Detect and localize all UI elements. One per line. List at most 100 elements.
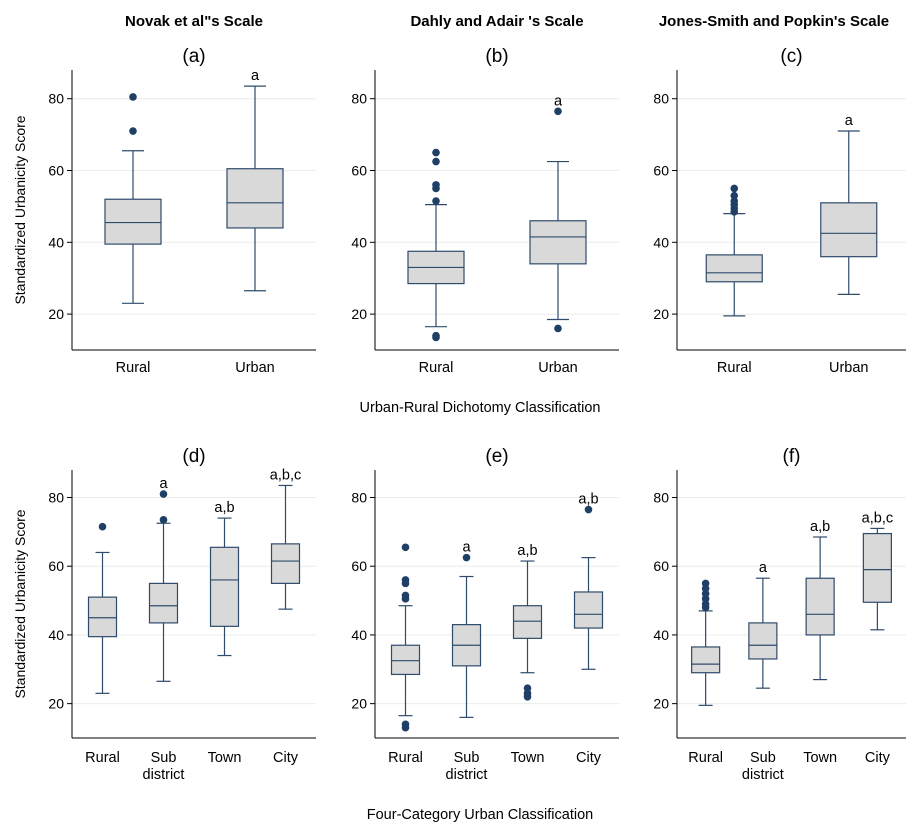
box-group: a (148, 476, 179, 682)
box (87, 596, 118, 638)
box (862, 532, 892, 603)
box-group: a (748, 560, 778, 689)
box-group: a,b,c (862, 510, 893, 631)
x-category-label: Urban (829, 360, 869, 376)
y-tick-label: 40 (48, 627, 64, 643)
outlier-point (401, 720, 410, 729)
x-category-label: City (273, 750, 299, 766)
y-axis-label: Standardized Urbanicity Score (12, 509, 28, 698)
box (529, 220, 587, 265)
x-category-label: Rural (688, 750, 723, 766)
panel-label: (a) (182, 46, 205, 67)
outlier-point (730, 191, 739, 200)
y-tick-label: 20 (351, 696, 367, 712)
y-tick-label: 80 (653, 489, 669, 505)
box-group: a,b (805, 519, 835, 681)
box-group: a,b,c (270, 467, 301, 610)
panel-b: (b) 20 40 60 80 Rural a Urban (351, 46, 619, 376)
outlier-point (554, 107, 562, 116)
x-category-label: district (742, 767, 784, 783)
significance-annotation: a,b (810, 519, 830, 535)
panel-label: (f) (783, 446, 801, 467)
box (512, 605, 543, 639)
y-tick-label: 20 (351, 306, 367, 322)
y-tick-label: 20 (48, 696, 64, 712)
outlier-point (401, 591, 410, 600)
x-category-label: City (576, 750, 602, 766)
y-tick-label: 60 (48, 558, 64, 574)
box-group (104, 93, 162, 304)
outlier-point (432, 181, 440, 189)
box-group: a (529, 93, 587, 333)
outlier-point (98, 522, 107, 531)
significance-annotation: a,b (214, 500, 234, 516)
y-tick-label: 80 (351, 489, 367, 505)
y-tick-label: 40 (351, 234, 367, 250)
significance-annotation: a (462, 540, 471, 556)
row-label-top: Urban-Rural Dichotomy Classification (360, 400, 601, 416)
box (691, 646, 721, 674)
y-tick-label: 60 (48, 163, 64, 179)
box-group: a (451, 540, 482, 718)
box-group (705, 184, 763, 317)
outlier-point (159, 490, 168, 498)
box-group: a,b (512, 543, 543, 701)
box-group (691, 579, 721, 706)
x-category-label: Rural (116, 360, 151, 376)
x-category-label: district (143, 767, 185, 783)
box-group (407, 148, 465, 342)
y-axis-label: Standardized Urbanicity Score (12, 115, 28, 304)
box (805, 577, 835, 636)
significance-annotation: a,b (578, 492, 598, 508)
box (748, 622, 778, 660)
y-tick-label: 80 (48, 91, 64, 107)
y-tick-label: 80 (48, 489, 64, 505)
outlier-point (401, 543, 410, 552)
x-category-label: Urban (538, 360, 578, 376)
col-title-c: Jones-Smith and Popkin's Scale (659, 13, 889, 30)
box-group (87, 522, 118, 694)
x-category-label: Rural (717, 360, 752, 376)
y-tick-label: 60 (351, 163, 367, 179)
significance-annotation: a (159, 476, 168, 492)
y-tick-label: 20 (653, 306, 669, 322)
outlier-point (401, 576, 410, 584)
x-category-label: district (446, 767, 488, 783)
x-category-label: Rural (419, 360, 454, 376)
significance-annotation: a (759, 560, 768, 576)
col-title-a: Novak et al"s Scale (125, 13, 263, 30)
y-tick-label: 60 (351, 558, 367, 574)
x-category-label: City (865, 750, 891, 766)
col-title-b: Dahly and Adair 's Scale (410, 13, 583, 30)
outlier-point (554, 324, 562, 333)
y-tick-label: 40 (48, 234, 64, 250)
outlier-point (432, 148, 440, 157)
significance-annotation: a,b (517, 543, 537, 559)
outlier-point (432, 157, 440, 166)
y-tick-label: 40 (351, 627, 367, 643)
box (573, 591, 604, 629)
x-category-label: Urban (235, 360, 275, 376)
box (209, 546, 240, 627)
outlier-point (432, 331, 440, 340)
significance-annotation: a,b,c (270, 467, 301, 483)
outlier-point (159, 516, 168, 524)
x-category-label: Rural (388, 750, 423, 766)
outlier-point (523, 684, 532, 692)
outlier-point (129, 127, 137, 135)
y-tick-label: 60 (653, 163, 669, 179)
row-label-bottom: Four-Category Urban Classification (367, 807, 593, 823)
outlier-point (432, 197, 440, 205)
significance-annotation: a,b,c (862, 510, 893, 526)
box (705, 254, 763, 283)
panel-d: (d) 20 40 60 80 Standardized Urbanicity Score… (12, 446, 316, 783)
box (226, 168, 284, 229)
y-tick-label: 80 (351, 91, 367, 107)
y-tick-label: 20 (653, 696, 669, 712)
box (390, 644, 421, 676)
panel-label: (d) (182, 446, 205, 467)
x-category-label: Town (208, 750, 242, 766)
y-tick-label: 40 (653, 627, 669, 643)
